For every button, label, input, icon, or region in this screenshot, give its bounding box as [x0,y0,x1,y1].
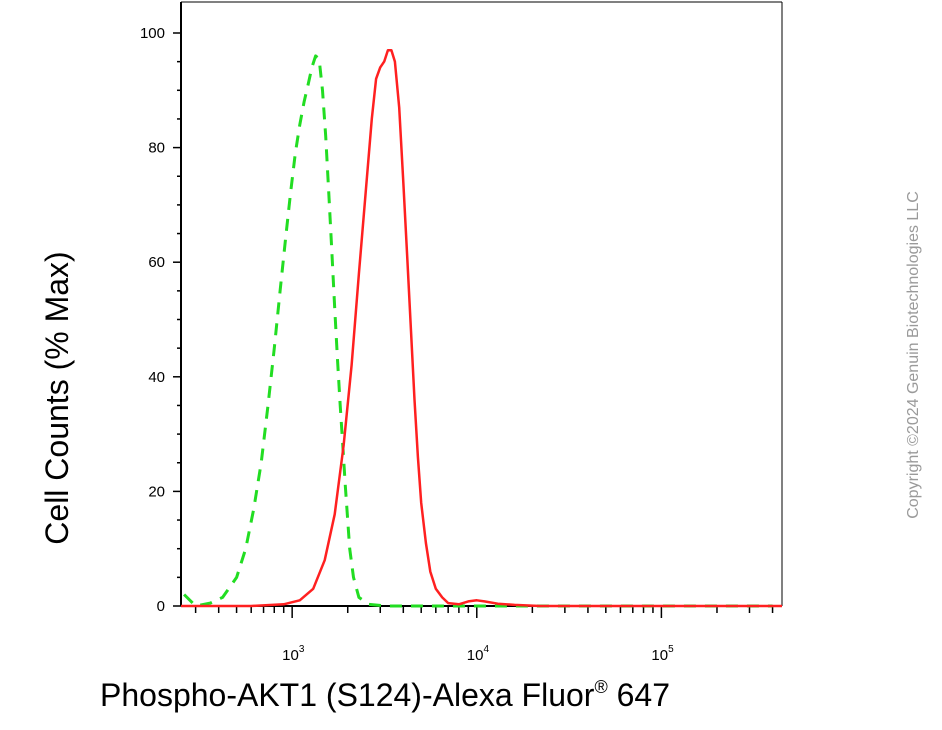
histogram-series [181,48,782,608]
control-histogram-line [183,54,773,608]
x-tick-label-exponent: 4 [483,644,489,655]
y-tick-label: 40 [148,369,165,386]
x-tick-label-base: 10 [467,647,484,664]
y-tick-label: 0 [157,598,165,615]
x-axis-title: Phospho-AKT1 (S124)-Alexa Fluor® 647 [100,677,670,713]
y-axis-title: Cell Counts (% Max) [39,251,75,544]
x-axis-title-suffix: 647 [608,677,670,713]
x-tick-label: 103 [282,644,305,664]
y-axis-ticks: 0 20 40 60 80 100 [140,25,181,615]
y-tick-label: 80 [148,140,165,157]
y-tick-label: 100 [140,25,165,42]
x-tick-label-base: 10 [651,647,668,664]
x-tick-label: 105 [651,644,674,664]
x-axis-title-registered: ® [594,677,607,697]
sample-histogram-line [181,48,782,608]
y-tick-label: 60 [148,254,165,271]
plot-frame [180,1,783,607]
x-tick-label-exponent: 5 [668,644,674,655]
x-tick-label-base: 10 [282,647,299,664]
x-tick-label: 104 [467,644,490,664]
x-axis-ticks: 103 104 105 [194,606,774,664]
copyright-watermark: Copyright ©2024 Genuin Biotechnologies L… [905,191,922,519]
x-axis-title-main: Phospho-AKT1 (S124)-Alexa Fluor [100,677,595,713]
y-tick-label: 20 [148,483,165,500]
x-tick-label-exponent: 3 [299,644,305,655]
